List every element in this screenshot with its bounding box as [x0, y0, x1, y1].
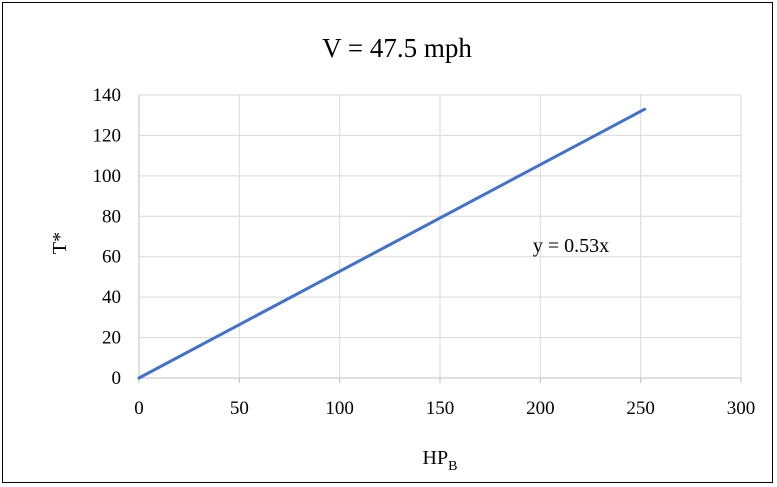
y-tick-label: 0	[112, 368, 122, 389]
x-tick-label: 0	[134, 398, 144, 419]
x-tick-label: 100	[325, 398, 354, 419]
x-tick-label: 250	[626, 398, 655, 419]
x-tick-labels: 0 50 100 150 200 250 300	[134, 398, 755, 419]
y-tick-label: 20	[102, 328, 121, 349]
y-tick-label: 40	[102, 287, 121, 308]
x-tick-label: 50	[230, 398, 249, 419]
series-layer	[137, 107, 647, 380]
y-tick-label: 60	[102, 247, 121, 268]
series-line	[137, 107, 647, 380]
x-tick-label: 150	[426, 398, 455, 419]
y-tick-labels: 0 20 40 60 80 100 120 140	[93, 85, 122, 389]
y-tick-label: 100	[93, 166, 122, 187]
axes	[138, 95, 742, 383]
y-tick-label: 120	[93, 125, 122, 146]
x-axis-label-main: HP	[423, 447, 449, 469]
x-axis-label-subscript: B	[448, 459, 457, 474]
x-tick-label: 200	[526, 398, 555, 419]
trendline-equation: y = 0.53x	[533, 235, 609, 257]
x-tick-label: 300	[727, 398, 756, 419]
grid	[139, 94, 742, 378]
chart-title: V = 47.5 mph	[322, 33, 472, 63]
y-tick-label: 80	[102, 206, 121, 227]
y-axis-label: T*	[49, 232, 71, 254]
y-tick-label: 140	[93, 85, 122, 106]
x-axis-label: HPB	[423, 447, 458, 474]
